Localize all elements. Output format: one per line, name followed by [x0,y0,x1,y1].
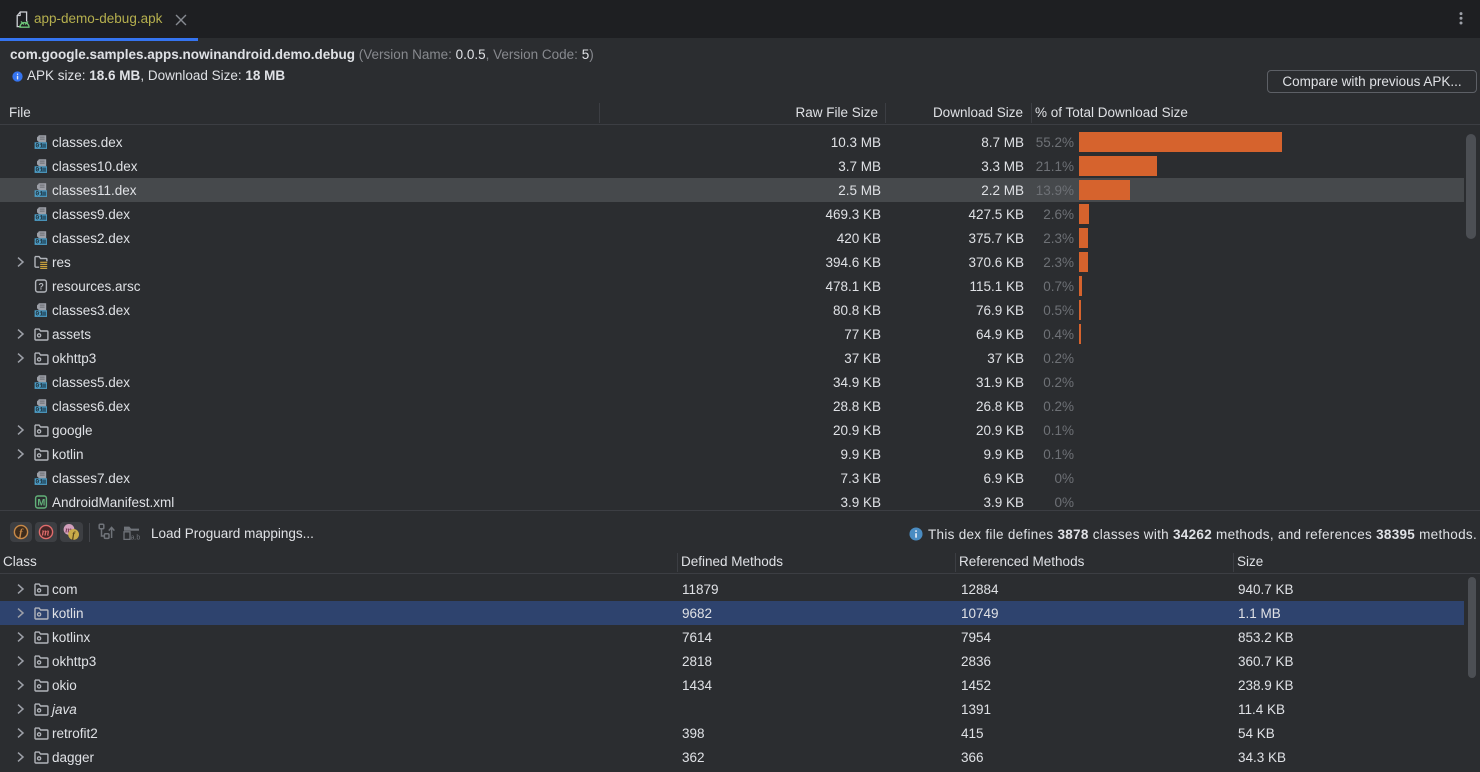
svg-text:01: 01 [35,215,43,222]
svg-text:m: m [65,525,72,535]
svg-text:?: ? [38,281,44,291]
svg-text:01: 01 [35,143,43,150]
svg-text:m: m [42,528,50,539]
svg-text:01: 01 [35,311,43,318]
svg-text:01: 01 [35,407,43,414]
svg-text:01: 01 [35,167,43,174]
svg-text:f: f [19,527,24,539]
svg-text:01: 01 [35,239,43,246]
svg-text:a.b: a.b [131,534,141,541]
svg-text:01: 01 [35,191,43,198]
svg-text:f: f [72,530,76,540]
svg-text:01: 01 [35,479,43,486]
svg-text:01: 01 [35,383,43,390]
svg-text:M: M [37,498,45,509]
